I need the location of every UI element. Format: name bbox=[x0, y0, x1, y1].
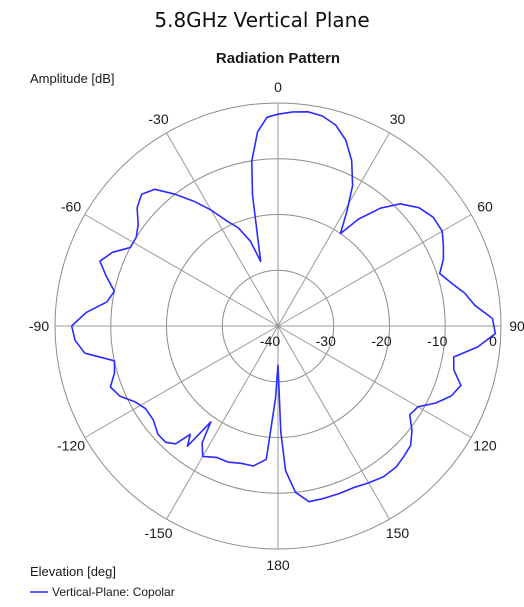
series-line-0 bbox=[70, 111, 497, 503]
legend: Vertical-Plane: Copolar bbox=[30, 585, 175, 599]
polar-grid bbox=[54, 102, 502, 550]
radial-tick-label-4: 0 bbox=[489, 333, 497, 349]
grid-spoke-2 bbox=[277, 214, 472, 327]
angle-tick-label-10: -60 bbox=[61, 199, 81, 215]
radial-axis-label: Amplitude [dB] bbox=[30, 71, 115, 86]
angle-tick-label-3: 90 bbox=[509, 318, 524, 334]
chart-title: Radiation Pattern bbox=[216, 50, 340, 67]
angle-tick-label-8: -120 bbox=[57, 438, 85, 454]
tick-labels: 0 30 60 90 120 150 180 -150 -120 -90 -60 -30 -40 -30 -… bbox=[29, 79, 524, 573]
angle-tick-label-11: -30 bbox=[148, 111, 168, 127]
radial-tick-label-1: -30 bbox=[316, 333, 336, 349]
angular-axis-label: Elevation [deg] bbox=[30, 564, 116, 579]
angle-tick-label-0: 0 bbox=[274, 79, 282, 95]
radial-tick-label-0: -40 bbox=[260, 333, 280, 349]
series-group bbox=[70, 111, 497, 503]
angle-tick-label-6: 180 bbox=[266, 557, 290, 573]
angle-tick-label-9: -90 bbox=[29, 318, 49, 334]
figure-title: 5.8GHz Vertical Plane bbox=[154, 8, 370, 32]
grid-spoke-11 bbox=[166, 132, 279, 327]
radial-tick-label-2: -20 bbox=[371, 333, 391, 349]
angle-tick-label-7: -150 bbox=[144, 525, 172, 541]
grid-spoke-4 bbox=[277, 325, 472, 438]
grid-spoke-10 bbox=[84, 214, 279, 327]
angle-tick-label-5: 150 bbox=[386, 525, 410, 541]
grid-spoke-5 bbox=[277, 325, 390, 520]
angle-tick-label-2: 60 bbox=[477, 199, 493, 215]
radial-tick-label-3: -10 bbox=[427, 333, 447, 349]
angle-tick-label-1: 30 bbox=[390, 111, 406, 127]
legend-label-0: Vertical-Plane: Copolar bbox=[52, 585, 175, 599]
grid-spoke-1 bbox=[277, 132, 390, 327]
grid-spoke-8 bbox=[84, 325, 279, 438]
angle-tick-label-4: 120 bbox=[473, 438, 497, 454]
grid-spoke-7 bbox=[166, 325, 279, 520]
